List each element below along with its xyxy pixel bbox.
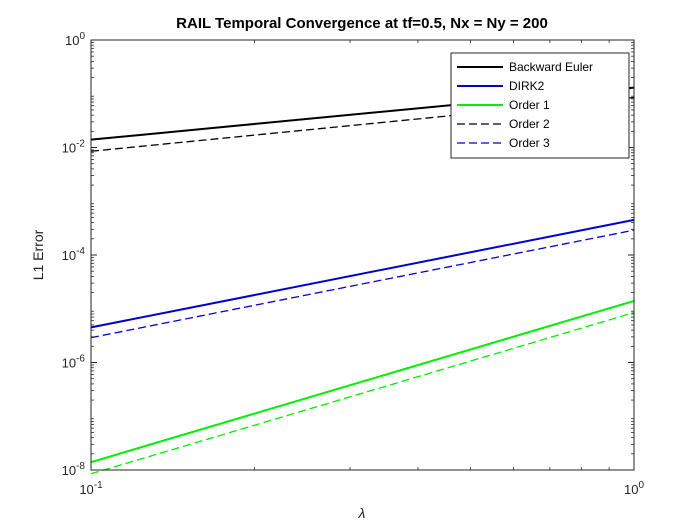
legend-label-0: Backward Euler [509, 60, 593, 74]
y-tick-label-3: 10-2 [62, 139, 86, 156]
legend-label-2: Order 1 [509, 98, 550, 112]
y-tick-label-2: 10-4 [62, 246, 86, 263]
series-layer [90, 86, 635, 475]
series-line-2 [90, 299, 635, 464]
x-tick-label-1: 100 [624, 480, 644, 497]
y-tick-label-4: 100 [65, 31, 85, 48]
y-tick-label-0: 10-8 [62, 461, 86, 478]
series-line-5 [90, 311, 635, 475]
x-tick-label-0: 10-1 [79, 480, 103, 497]
chart-title: RAIL Temporal Convergence at tf=0.5, Nx … [176, 15, 548, 32]
y-axis-label: L1 Error [30, 229, 46, 280]
y-tick-label-1: 10-6 [62, 354, 86, 371]
legend-label-3: Order 2 [509, 117, 550, 131]
legend-label-4: Order 3 [509, 136, 550, 150]
series-line-1 [90, 218, 635, 329]
x-axis-label: λ [358, 505, 366, 521]
legend: Backward Euler DIRK2 Order 1 Order 2 Order 3 [450, 52, 630, 159]
plot-frame [90, 39, 635, 471]
legend-label-1: DIRK2 [509, 79, 545, 93]
series-line-3 [90, 96, 635, 152]
series-line-4 [90, 229, 635, 339]
